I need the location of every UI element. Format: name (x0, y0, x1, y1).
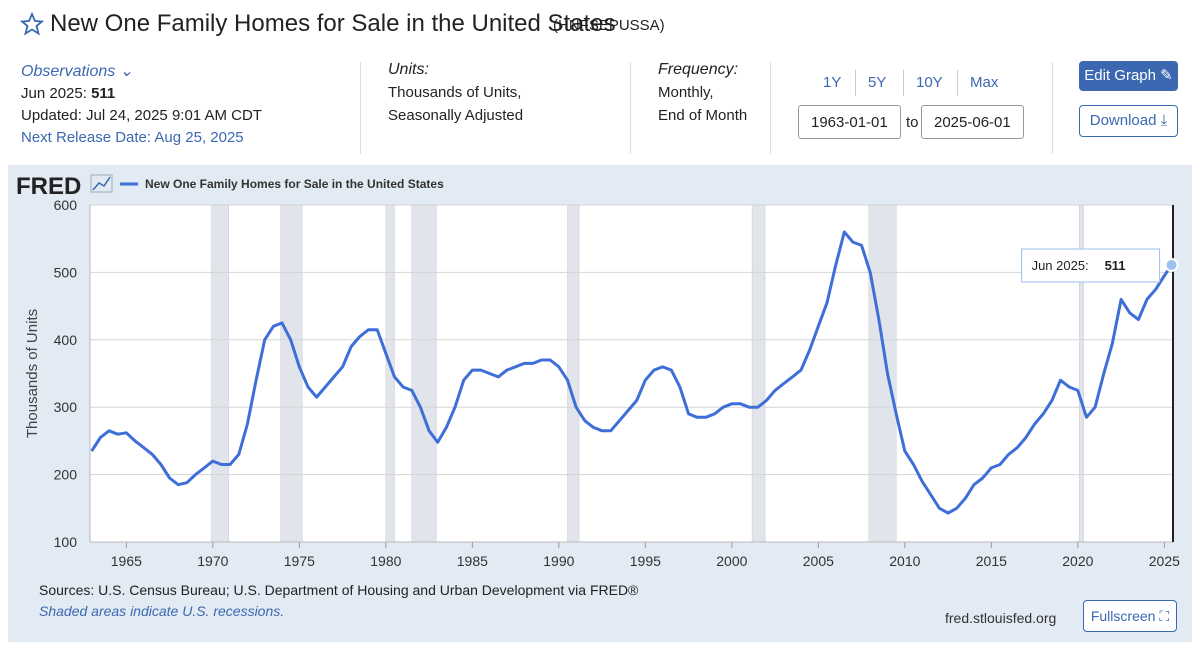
range-button[interactable]: Max (970, 74, 999, 91)
observations-label: Observations (21, 63, 116, 80)
download-label: Download (1089, 112, 1157, 129)
units-line: Seasonally Adjusted (388, 107, 524, 124)
x-tick-label: 1995 (630, 553, 661, 569)
range-separator (855, 70, 856, 96)
hover-point (1164, 257, 1179, 272)
range-button[interactable]: 1Y (823, 74, 842, 91)
x-tick-label: 2020 (1062, 553, 1093, 569)
tooltip-label: Jun 2025: (1032, 258, 1089, 273)
recession-shade (567, 204, 580, 543)
separator (360, 62, 361, 154)
range-button[interactable]: 5Y (868, 74, 887, 91)
x-tick-label: 1980 (370, 553, 401, 569)
x-tick-label: 1990 (543, 553, 574, 569)
separator (630, 62, 631, 154)
sources: Sources: U.S. Census Bureau; U.S. Depart… (39, 582, 639, 598)
y-tick-label: 500 (54, 264, 78, 280)
frequency-line: End of Month (658, 107, 748, 124)
y-axis-title: Thousands of Units (24, 309, 41, 438)
observations-toggle[interactable]: Observations ⌄ (21, 63, 134, 80)
separator (770, 62, 771, 154)
x-tick-label: 2000 (716, 553, 747, 569)
end-date-input[interactable]: 2025-06-01 (921, 105, 1024, 139)
range-separator (957, 70, 958, 96)
plot-area (90, 205, 1173, 542)
x-tick-label: 2010 (889, 553, 920, 569)
frequency-label: Frequency: (658, 61, 739, 78)
download-button[interactable]: Download ⤓ (1079, 105, 1178, 137)
recession-note: Shaded areas indicate U.S. recessions. (39, 603, 285, 619)
fullscreen-label: Fullscreen (1090, 608, 1156, 624)
to-label: to (906, 114, 919, 131)
units-label: Units: (388, 61, 429, 78)
fullscreen-button[interactable]: Fullscreen ⛶ (1083, 600, 1177, 632)
recession-shade (411, 204, 437, 543)
range-button[interactable]: 10Y (916, 74, 943, 91)
page-title: New One Family Homes for Sale in the Uni… (50, 10, 616, 37)
edit-graph-button[interactable]: Edit Graph ✎ (1079, 61, 1178, 91)
recession-shade (868, 204, 897, 543)
logo-icon (92, 176, 111, 191)
range-separator (903, 70, 904, 96)
site-link[interactable]: fred.stlouisfed.org (945, 610, 1057, 626)
updated: Updated: Jul 24, 2025 9:01 AM CDT (21, 107, 262, 124)
series-id: (HNFSEPUSSA) (553, 17, 665, 34)
favorite-star[interactable] (20, 12, 44, 36)
separator (1052, 62, 1053, 154)
tooltip-box (1021, 248, 1161, 283)
tooltip-value: 511 (1105, 258, 1126, 273)
data-line (90, 230, 1173, 515)
x-tick-label: 1975 (284, 553, 315, 569)
next-release[interactable]: Next Release Date: Aug 25, 2025 (21, 129, 244, 146)
y-tick-label: 200 (54, 467, 78, 483)
x-tick-label: 2025 (1149, 553, 1180, 569)
start-date-input[interactable]: 1963-01-01 (798, 105, 901, 139)
x-tick-label: 2005 (803, 553, 834, 569)
observation-value: 511 (91, 85, 116, 102)
y-tick-label: 100 (54, 534, 78, 550)
edit-graph-label: Edit Graph (1084, 67, 1156, 84)
fred-logo: FRED (16, 173, 81, 200)
y-tick-label: 400 (54, 332, 78, 348)
logo-icon-frame (90, 174, 113, 193)
recession-shade (280, 204, 303, 543)
y-tick-label: 300 (54, 399, 78, 415)
observation-date: Jun 2025: (21, 85, 87, 102)
y-tick-label: 600 (54, 197, 78, 213)
x-tick-label: 2015 (976, 553, 1007, 569)
x-tick-label: 1970 (197, 553, 228, 569)
recession-shade (211, 204, 229, 543)
latest-observation: Jun 2025: 511 (21, 85, 115, 102)
legend-label: New One Family Homes for Sale in the Uni… (145, 177, 444, 191)
x-tick-label: 1965 (111, 553, 142, 569)
units-line: Thousands of Units, (388, 84, 522, 101)
frequency-line: Monthly, (658, 84, 714, 101)
recession-shade (751, 204, 766, 543)
x-tick-label: 1985 (457, 553, 488, 569)
